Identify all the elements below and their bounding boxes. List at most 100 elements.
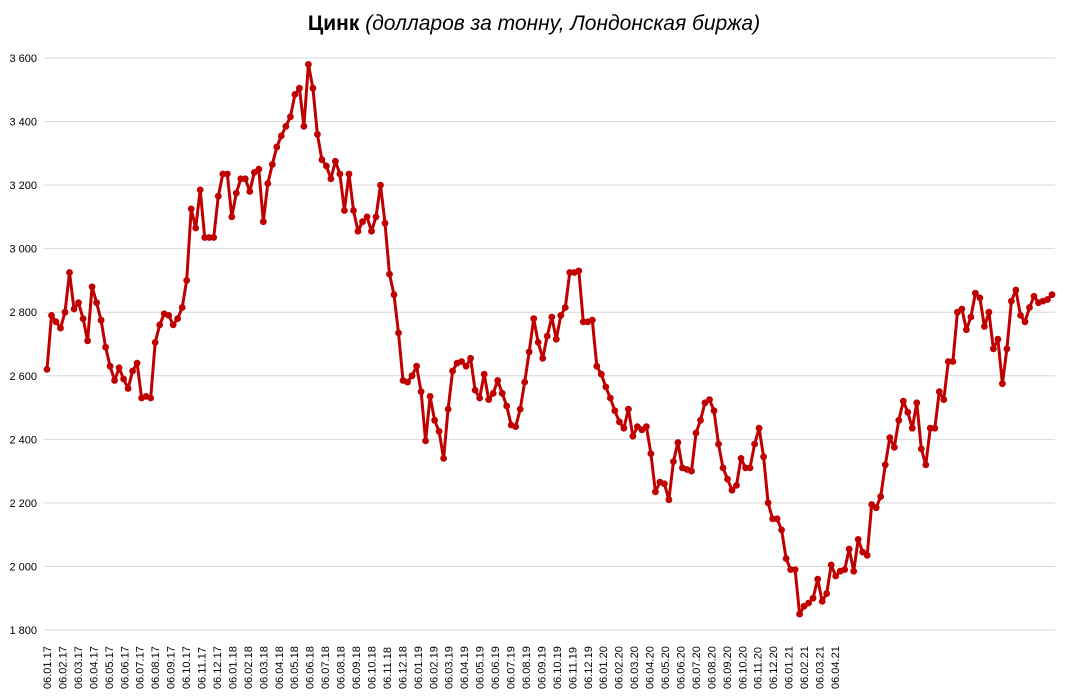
data-point (106, 362, 114, 370)
x-tick-label: 06.08.20 (706, 646, 718, 689)
x-tick-label: 06.09.20 (722, 646, 734, 689)
data-point (165, 312, 173, 319)
data-point (899, 397, 907, 405)
data-point (904, 408, 912, 416)
data-point (1017, 312, 1024, 319)
data-point (728, 486, 736, 494)
x-tick-label: 06.01.18 (227, 646, 239, 689)
data-point (543, 332, 551, 340)
x-tick-label: 06.02.18 (243, 646, 255, 689)
data-point (854, 536, 862, 543)
data-point (291, 91, 299, 98)
data-point (908, 424, 916, 432)
data-point (841, 566, 849, 573)
data-point (350, 207, 357, 214)
data-point (877, 493, 885, 500)
data-point (363, 213, 371, 221)
data-point (332, 157, 339, 165)
data-point (805, 599, 812, 607)
data-point (931, 424, 939, 432)
data-point (232, 189, 240, 197)
data-point (93, 299, 100, 307)
data-point (751, 440, 758, 448)
data-point (66, 269, 73, 276)
data-point (661, 480, 668, 488)
data-point (489, 389, 497, 397)
data-point (561, 304, 569, 311)
data-point (616, 418, 623, 426)
x-tick-label: 06.07.18 (320, 646, 332, 689)
data-point (782, 555, 790, 562)
x-axis-labels: 06.01.17 06.02.17 06.03.17 06.04.17 06.05.17… (42, 646, 842, 689)
chart-title: Цинк (долларов за тонну, Лондонская бирж… (0, 12, 1068, 36)
data-point (935, 388, 943, 396)
data-point (345, 170, 353, 178)
x-tick-label: 06.06.19 (490, 646, 502, 689)
data-point (886, 434, 894, 442)
data-point (57, 324, 64, 332)
data-point (990, 345, 997, 353)
x-tick-label: 06.02.20 (614, 646, 626, 689)
data-point (760, 453, 767, 461)
data-point (593, 362, 601, 370)
data-point (102, 343, 109, 351)
data-point (913, 399, 921, 407)
x-tick-label: 06.10.17 (181, 646, 193, 689)
data-point (75, 299, 82, 307)
x-tick-label: 06.06.18 (305, 646, 317, 689)
data-point (963, 326, 970, 334)
data-point (129, 367, 137, 375)
data-point (241, 175, 249, 183)
x-tick-label: 06.10.20 (737, 646, 749, 689)
data-point (697, 416, 704, 424)
data-point (981, 323, 988, 330)
data-point (922, 461, 930, 469)
data-point (575, 267, 583, 275)
data-point (832, 572, 840, 580)
data-point (606, 394, 614, 402)
data-point (1012, 286, 1020, 294)
data-point (755, 424, 763, 432)
data-point (629, 432, 637, 440)
data-point (850, 567, 858, 575)
data-point (300, 122, 308, 130)
data-point (264, 180, 272, 187)
y-axis-labels: 1 800 2 000 2 200 2 400 2 600 2 800 3 000 3 200… (9, 53, 37, 637)
data-point (872, 504, 880, 512)
data-point (426, 393, 434, 400)
data-point (169, 321, 177, 329)
data-point (296, 84, 303, 92)
data-point (1003, 345, 1011, 353)
data-point (534, 339, 542, 346)
x-tick-label: 06.03.21 (815, 646, 827, 689)
data-point (791, 566, 799, 573)
x-tick-label: 06.06.17 (119, 646, 131, 689)
x-tick-label: 06.01.19 (413, 646, 425, 689)
data-point (372, 213, 380, 221)
data-point (381, 219, 389, 227)
x-tick-label: 06.05.19 (475, 646, 487, 689)
x-tick-label: 06.03.17 (73, 646, 85, 689)
data-point (84, 337, 91, 345)
x-tick-label: 06.09.18 (351, 646, 363, 689)
data-point (174, 315, 182, 322)
gridlines (44, 57, 1055, 631)
x-tick-label: 06.11.20 (753, 647, 765, 689)
data-point (282, 122, 290, 130)
data-point (111, 377, 118, 384)
data-point (214, 192, 222, 200)
y-tick-label: 2 800 (9, 307, 37, 319)
data-point (314, 130, 321, 138)
x-tick-label: 06.04.19 (459, 646, 471, 689)
data-point (670, 458, 677, 465)
data-point (52, 318, 60, 326)
data-point (602, 383, 610, 391)
data-point (688, 467, 695, 475)
series-line (45, 62, 1054, 616)
data-point (124, 385, 132, 392)
data-point (458, 358, 465, 365)
x-tick-label: 06.04.18 (274, 646, 286, 689)
data-point (620, 424, 628, 432)
data-point (548, 313, 556, 321)
